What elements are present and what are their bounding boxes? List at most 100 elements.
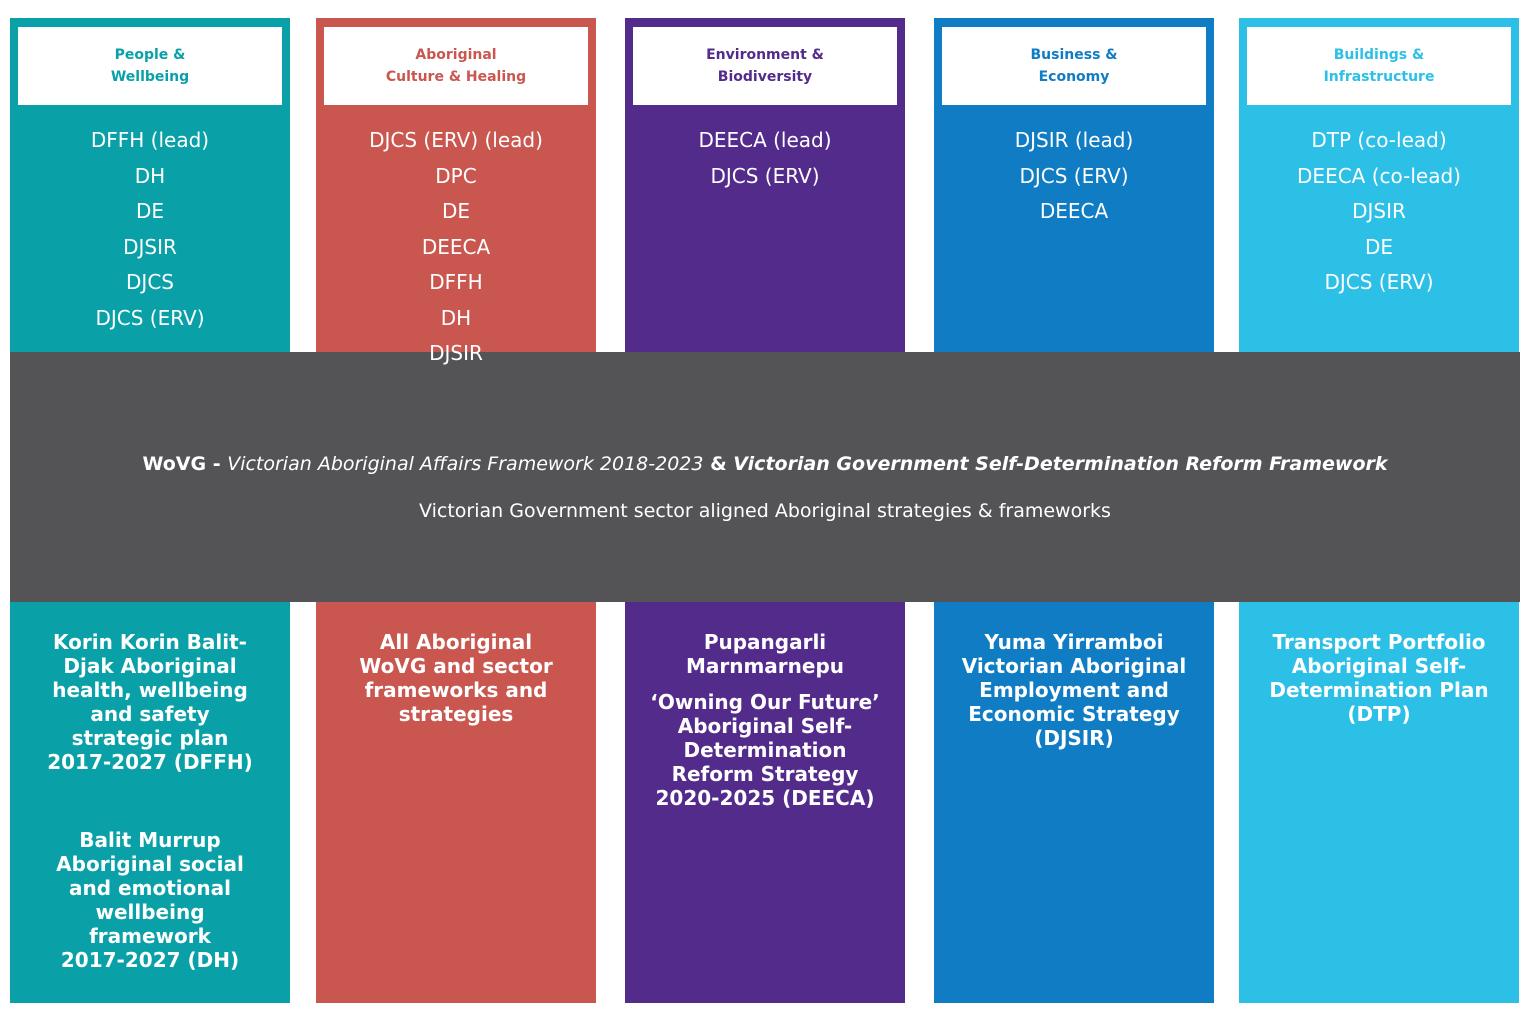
department: DJSIR <box>429 341 483 365</box>
strategy-line: framework <box>89 924 211 948</box>
strategy-line: (DJSIR) <box>1034 726 1114 750</box>
column-header: Business & Economy <box>942 27 1206 105</box>
department: DEECA (lead) <box>698 128 832 152</box>
column-bottom: Transport Portfolio Aboriginal Self- Deter… <box>1239 602 1519 1003</box>
header-line: Wellbeing <box>110 69 190 85</box>
department: DJCS (ERV) <box>95 305 205 330</box>
department: DJCS (ERV) <box>1324 270 1434 294</box>
department: DJCS (ERV) <box>710 163 820 188</box>
strategy-line: and emotional <box>69 876 231 900</box>
department: DEECA (co-lead) <box>1297 163 1461 188</box>
strategy-line: health, wellbeing <box>52 678 248 702</box>
department-list: DEECA (lead) DJCS (ERV) <box>625 123 905 194</box>
strategy-line: Aboriginal Self- <box>1291 654 1467 678</box>
department: DE <box>441 199 471 223</box>
column-top: Aboriginal Culture & Healing DJCS (ERV) (l… <box>316 18 596 365</box>
header-line: Aboriginal <box>415 47 497 63</box>
department: DH <box>134 163 166 188</box>
department: DE <box>1364 234 1394 259</box>
strategy-line: frameworks and <box>364 678 548 702</box>
department-list: DJCS (ERV) (lead) DPC DE DEECA DFFH DH DJSIR <box>316 123 596 372</box>
framework-1: Victorian Aboriginal Affairs Framework 2… <box>227 453 704 475</box>
framework-band <box>10 352 1520 602</box>
department: DFFH <box>429 270 483 294</box>
strategy-line: strategies <box>398 702 514 726</box>
strategy-line: Economic Strategy <box>968 702 1180 726</box>
header-line: Buildings & <box>1333 47 1425 63</box>
strategy-line: Balit Murrup <box>79 828 221 852</box>
strategy-line: Aboriginal Self- <box>677 714 853 738</box>
strategy-line: Determination <box>683 738 847 762</box>
strategy: Pupangarli Marnmarnepu <box>625 630 905 678</box>
strategy-list: Transport Portfolio Aboriginal Self- Deter… <box>1239 630 1519 726</box>
column-header: Buildings & Infrastructure <box>1247 27 1511 105</box>
column-bottom: Yuma Yirramboi Victorian Aboriginal Employ… <box>934 602 1214 1003</box>
department: DFFH (lead) <box>90 128 210 152</box>
header-line: Environment & <box>706 47 824 63</box>
strategy-line: Yuma Yirramboi <box>984 630 1164 654</box>
strategy-list: Pupangarli Marnmarnepu ‘Owning Our Future’… <box>625 630 905 810</box>
column-top: Environment & Biodiversity DEECA (lead) DJC… <box>625 18 905 352</box>
strategy: Yuma Yirramboi Victorian Aboriginal Employ… <box>934 630 1214 750</box>
strategy: Balit Murrup Aboriginal social and emotion… <box>10 828 290 972</box>
strategy-line: Employment and <box>979 678 1169 702</box>
department: DJCS (ERV) (lead) <box>369 128 543 152</box>
strategy-line: 2017-2027 (DH) <box>60 948 240 972</box>
strategy-line: and safety <box>90 702 210 726</box>
department: DJCS (ERV) <box>1019 163 1129 188</box>
band-joiner: & <box>703 453 734 475</box>
strategy: Transport Portfolio Aboriginal Self- Deter… <box>1239 630 1519 726</box>
strategy: ‘Owning Our Future’ Aboriginal Self- Deter… <box>625 690 905 810</box>
strategy-line: Transport Portfolio <box>1272 630 1486 654</box>
department: DJSIR <box>1352 199 1406 223</box>
header-line: People & <box>114 47 186 63</box>
strategy-line: strategic plan <box>71 726 229 750</box>
department: DJSIR (lead) <box>1014 128 1134 152</box>
strategy-line: ‘Owning Our Future’ <box>650 690 880 714</box>
department: DTP (co-lead) <box>1311 128 1447 152</box>
header-line: Economy <box>1038 69 1110 85</box>
framework-2: Victorian Government Self-Determination … <box>733 453 1388 475</box>
strategy-line: 2020-2025 (DEECA) <box>655 786 875 810</box>
strategy-line: WoVG and sector <box>359 654 553 678</box>
column-header: People & Wellbeing <box>18 27 282 105</box>
department-list: DJSIR (lead) DJCS (ERV) DEECA <box>934 123 1214 230</box>
strategy-line: Pupangarli <box>703 630 827 654</box>
header-line: Infrastructure <box>1323 69 1435 85</box>
band-line-2: Victorian Government sector aligned Abor… <box>419 500 1111 522</box>
column-header: Environment & Biodiversity <box>633 27 897 105</box>
department: DEECA <box>421 234 491 259</box>
department: DJCS <box>126 270 174 294</box>
column-bottom: All Aboriginal WoVG and sector frameworks … <box>316 602 596 1003</box>
strategy-list: Korin Korin Balit- Djak Aboriginal health,… <box>10 630 290 972</box>
department-list: DFFH (lead) DH DE DJSIR DJCS DJCS (ERV) <box>10 123 290 336</box>
strategy-line: Aboriginal social <box>56 852 244 876</box>
department: DPC <box>435 163 477 188</box>
band-prefix: WoVG - <box>142 453 228 475</box>
column-bottom: Pupangarli Marnmarnepu ‘Owning Our Future’… <box>625 602 905 1003</box>
strategy-list: Yuma Yirramboi Victorian Aboriginal Employ… <box>934 630 1214 750</box>
header-line: Business & <box>1030 47 1118 63</box>
header-line: Culture & Healing <box>385 69 527 85</box>
department: DH <box>440 305 472 330</box>
strategy-line: Reform Strategy <box>671 762 859 786</box>
department: DJSIR <box>123 234 177 259</box>
strategy-list: All Aboriginal WoVG and sector frameworks … <box>316 630 596 726</box>
strategy-line: Determination Plan <box>1269 678 1489 702</box>
department: DE <box>135 199 165 223</box>
header-line: Biodiversity <box>717 69 813 85</box>
strategy-line: 2017-2027 (DFFH) <box>47 750 253 774</box>
strategy-line: Victorian Aboriginal <box>961 654 1187 678</box>
strategy-line: Djak Aboriginal <box>63 654 237 678</box>
band-line-1: WoVG - Victorian Aboriginal Affairs Fram… <box>10 453 1520 475</box>
department-list: DTP (co-lead) DEECA (co-lead) DJSIR DE DJCS … <box>1239 123 1519 301</box>
column-top: Buildings & Infrastructure DTP (co-lead) DE… <box>1239 18 1519 352</box>
strategy-line: All Aboriginal <box>379 630 533 654</box>
department: DEECA <box>1039 199 1109 223</box>
strategy-line: wellbeing <box>95 900 205 924</box>
column-header: Aboriginal Culture & Healing <box>324 27 588 105</box>
column-bottom: Korin Korin Balit- Djak Aboriginal health,… <box>10 602 290 1003</box>
strategy-line: Korin Korin Balit- <box>53 630 247 654</box>
strategy: Korin Korin Balit- Djak Aboriginal health,… <box>10 630 290 774</box>
strategy-line: Marnmarnepu <box>685 654 845 678</box>
